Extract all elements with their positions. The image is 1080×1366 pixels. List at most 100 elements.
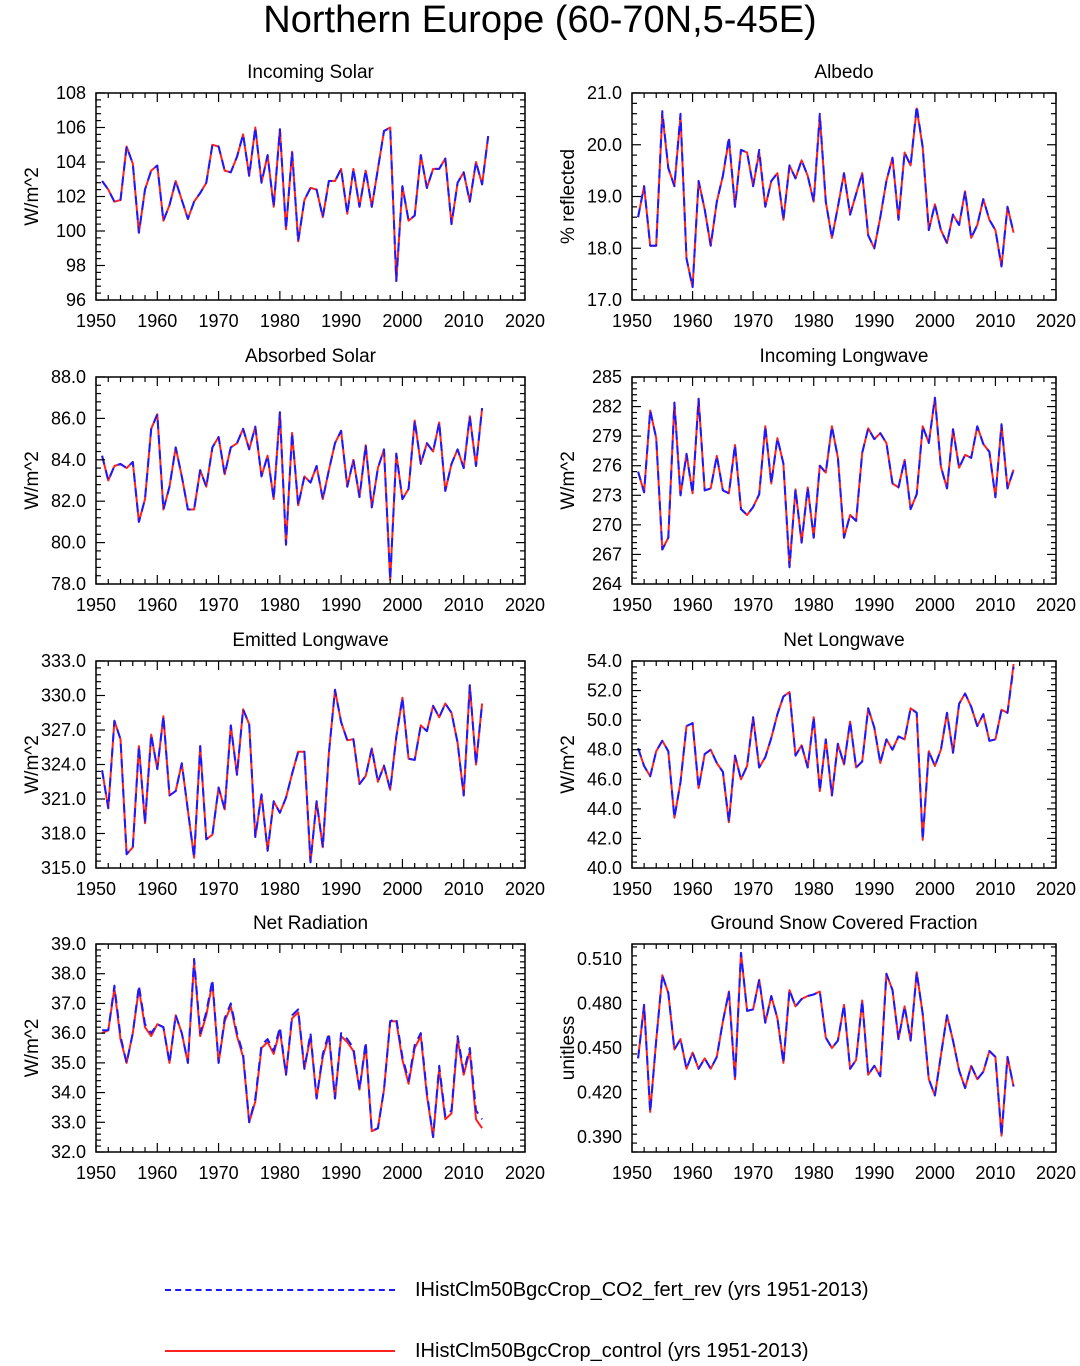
x-tick-label: 1950: [76, 595, 116, 615]
x-tick-label: 1970: [733, 1163, 773, 1183]
series-line-fert-rev: [102, 957, 483, 1139]
y-tick-label: 46.0: [587, 769, 622, 789]
x-tick-label: 2010: [975, 879, 1015, 899]
x-tick-label: 1970: [733, 879, 773, 899]
x-tick-label: 2020: [505, 1163, 545, 1183]
y-tick-label: 84.0: [51, 450, 86, 470]
series-line-fert-rev: [637, 104, 1015, 289]
x-tick-label: 2010: [975, 311, 1015, 331]
x-tick-label: 1990: [854, 311, 894, 331]
x-tick-label: 1990: [854, 879, 894, 899]
x-tick-label: 2010: [444, 1163, 484, 1183]
x-tick-label: 2020: [1036, 1163, 1076, 1183]
y-axis-label: W/m^2: [558, 451, 579, 510]
series-line-control: [637, 951, 1015, 1137]
y-axis-label: % reflected: [558, 149, 579, 244]
series-line-fert-rev: [637, 396, 1015, 569]
legend-swatch-solid-red: [165, 1350, 395, 1352]
x-tick-label: 1960: [137, 1163, 177, 1183]
x-tick-label: 2010: [444, 879, 484, 899]
x-tick-label: 2020: [505, 595, 545, 615]
y-tick-label: 38.0: [51, 964, 86, 984]
y-tick-label: 88.0: [51, 367, 86, 387]
y-tick-label: 270: [592, 515, 622, 535]
panel-emitted-longwave: Emitted Longwave W/m^2 1950 1960 1970 1980 199…: [22, 630, 545, 899]
legend-entry-control: IHistClm50BgcCrop_control (yrs 1951-2013…: [150, 1336, 1050, 1366]
x-tick-label: 1960: [137, 311, 177, 331]
y-tick-label: 327.0: [41, 720, 86, 740]
y-tick-label: 40.0: [587, 858, 622, 878]
x-tick-label: 1980: [794, 1163, 834, 1183]
y-tick-label: 54.0: [587, 651, 622, 671]
y-axis-label: W/m^2: [22, 735, 43, 794]
figure-title: Northern Europe (60-70N,5-45E): [263, 0, 817, 41]
y-tick-label: 273: [592, 485, 622, 505]
x-tick-label: 1990: [321, 879, 361, 899]
y-tick-label: 36.0: [51, 1023, 86, 1043]
x-tick-label: 1950: [612, 1163, 652, 1183]
x-tick-label: 1990: [854, 1163, 894, 1183]
x-tick-label: 1970: [199, 311, 239, 331]
panel-net-longwave: Net Longwave W/m^2 1950 1960 1970 1980 1990 200…: [558, 630, 1076, 899]
y-tick-label: 80.0: [51, 533, 86, 553]
x-tick-label: 2020: [1036, 879, 1076, 899]
y-axis-label: W/m^2: [22, 451, 43, 510]
y-tick-label: 32.0: [51, 1142, 86, 1162]
y-tick-label: 20.0: [587, 135, 622, 155]
y-tick-label: 82.0: [51, 491, 86, 511]
x-tick-label: 1970: [733, 311, 773, 331]
x-tick-label: 1960: [673, 311, 713, 331]
y-tick-label: 96: [66, 290, 86, 310]
legend-label-control: IHistClm50BgcCrop_control (yrs 1951-2013…: [415, 1340, 809, 1362]
x-tick-label: 1970: [199, 595, 239, 615]
y-tick-label: 98: [66, 256, 86, 276]
x-tick-label: 1990: [321, 595, 361, 615]
x-tick-label: 1980: [794, 595, 834, 615]
series-line-control: [101, 960, 483, 1139]
legend-label-fert-rev: IHistClm50BgcCrop_CO2_fert_rev (yrs 1951…: [415, 1279, 869, 1301]
y-tick-label: 0.510: [577, 949, 622, 969]
panel-title: Net Radiation: [253, 913, 368, 934]
panel-incoming-longwave: Incoming Longwave W/m^2 1950 1960 1970 1980 19…: [558, 346, 1076, 615]
x-tick-label: 1990: [321, 1163, 361, 1183]
y-tick-label: 21.0: [587, 83, 622, 103]
x-tick-label: 2010: [975, 595, 1015, 615]
y-tick-label: 37.0: [51, 993, 86, 1013]
panel-title: Incoming Solar: [247, 62, 374, 83]
x-tick-label: 1980: [260, 879, 300, 899]
series-line-control: [101, 407, 484, 581]
y-tick-label: 50.0: [587, 710, 622, 730]
y-tick-label: 34.0: [51, 1083, 86, 1103]
y-tick-label: 19.0: [587, 187, 622, 207]
x-tick-label: 1960: [673, 595, 713, 615]
x-tick-label: 2000: [382, 595, 422, 615]
x-tick-label: 1980: [260, 311, 300, 331]
x-tick-label: 2020: [1036, 311, 1076, 331]
x-tick-label: 1960: [673, 1163, 713, 1183]
panel-title: Ground Snow Covered Fraction: [710, 913, 977, 934]
y-tick-label: 108: [56, 83, 86, 103]
panel-title: Absorbed Solar: [245, 346, 377, 367]
series-line-fert-rev: [637, 951, 1015, 1137]
x-tick-label: 1950: [612, 879, 652, 899]
x-tick-label: 2010: [444, 311, 484, 331]
y-tick-label: 315.0: [41, 858, 86, 878]
y-tick-label: 104: [56, 152, 86, 172]
series-line-fert-rev: [101, 126, 490, 282]
x-tick-label: 2020: [1036, 595, 1076, 615]
x-tick-label: 2000: [915, 595, 955, 615]
panel-absorbed-solar: Absorbed Solar W/m^2 1950 1960 1970 1980 1990 2…: [22, 346, 545, 615]
x-tick-label: 1950: [612, 595, 652, 615]
panel-title: Incoming Longwave: [760, 346, 929, 367]
x-tick-label: 2000: [382, 879, 422, 899]
x-tick-label: 1980: [260, 595, 300, 615]
x-tick-label: 2000: [382, 1163, 422, 1183]
y-tick-label: 18.0: [587, 238, 622, 258]
x-tick-label: 1950: [76, 311, 116, 331]
series-line-control: [637, 396, 1015, 569]
x-tick-label: 2000: [915, 879, 955, 899]
x-tick-label: 1990: [321, 311, 361, 331]
y-tick-label: 333.0: [41, 651, 86, 671]
y-tick-label: 0.480: [577, 993, 622, 1013]
series-line-fert-rev: [101, 684, 484, 864]
